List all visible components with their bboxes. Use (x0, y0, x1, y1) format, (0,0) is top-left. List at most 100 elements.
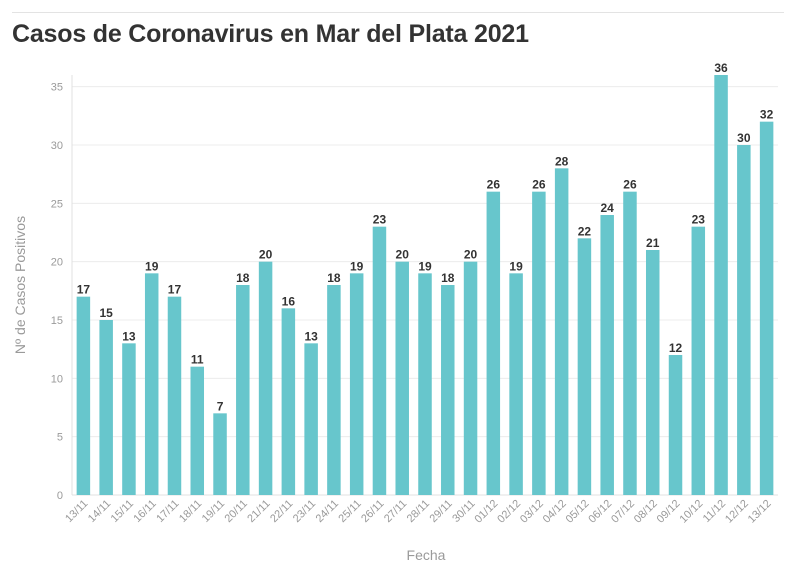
data-label: 28 (555, 154, 569, 168)
bar (509, 273, 523, 495)
x-tick-label: 08/12 (632, 498, 660, 526)
bar (281, 308, 296, 495)
bar (349, 273, 364, 495)
x-tick-label: 29/11 (428, 498, 455, 525)
x-tick-label: 22/11 (268, 498, 295, 525)
data-label: 16 (282, 294, 296, 308)
bar (668, 355, 683, 495)
x-tick-label: 24/11 (314, 498, 341, 525)
bar (577, 238, 592, 496)
bar (122, 343, 136, 495)
x-tick-label: 21/11 (245, 498, 272, 525)
bar (167, 296, 182, 495)
data-label: 36 (714, 61, 728, 75)
data-label: 20 (396, 248, 410, 262)
y-tick-label: 15 (51, 315, 63, 327)
chart-title: Casos de Coronavirus en Mar del Plata 20… (12, 20, 529, 48)
x-tick-label: 15/11 (109, 498, 136, 525)
x-tick-label: 09/12 (655, 498, 683, 526)
gridlines (72, 86, 778, 496)
x-tick-label: 28/11 (405, 498, 432, 525)
x-tick-label: 16/11 (131, 498, 158, 525)
x-tick-label: 19/11 (200, 498, 227, 525)
bar (737, 145, 751, 495)
bar (486, 191, 501, 495)
data-label: 13 (122, 329, 136, 343)
x-tick-label: 17/11 (154, 498, 181, 525)
x-tick-label: 11/12 (701, 498, 728, 525)
x-tick-label: 06/12 (586, 498, 614, 526)
data-label: 26 (532, 178, 546, 192)
y-tick-label: 20 (51, 257, 63, 269)
y-tick-label: 35 (51, 82, 63, 94)
x-tick-label: 23/11 (291, 498, 318, 525)
bar (645, 250, 660, 495)
data-label: 12 (669, 341, 683, 355)
data-label: 7 (217, 399, 224, 413)
bar (463, 261, 478, 495)
bar (554, 168, 569, 496)
y-axis-ticks: 0 5 10 15 20 25 30 35 (51, 82, 63, 502)
x-tick-label: 02/12 (495, 498, 523, 526)
data-labels: 17 15 13 19 17 11 7 18 20 16 13 18 19 23 20 19 18 20 26 19 2… (77, 61, 774, 413)
x-tick-label: 20/11 (223, 498, 250, 525)
bar (236, 285, 250, 495)
data-label: 15 (99, 306, 113, 320)
bar (441, 285, 455, 495)
data-label: 24 (601, 201, 615, 215)
data-label: 26 (487, 178, 501, 192)
data-label: 19 (145, 259, 159, 273)
y-tick-label: 30 (51, 140, 63, 152)
data-label: 20 (259, 248, 273, 262)
x-tick-label: 25/11 (336, 498, 363, 525)
data-label: 11 (191, 353, 204, 367)
bar (327, 285, 341, 495)
data-label: 18 (236, 271, 250, 285)
data-label: 20 (464, 248, 478, 262)
bar (99, 320, 113, 495)
data-label: 22 (578, 224, 592, 238)
bar (76, 296, 91, 495)
data-label: 26 (623, 178, 637, 192)
bar (372, 226, 387, 495)
x-tick-label: 30/11 (450, 498, 477, 525)
x-tick-label: 13/12 (746, 498, 774, 526)
bar (691, 226, 706, 495)
bars (76, 75, 774, 496)
data-label: 17 (77, 283, 91, 297)
y-tick-label: 25 (51, 198, 63, 210)
x-axis-ticks: 13/1114/1115/1116/1117/1118/1119/1120/11… (63, 498, 774, 526)
y-tick-label: 5 (57, 432, 63, 444)
y-tick-label: 0 (57, 490, 63, 502)
data-label: 17 (168, 283, 182, 297)
data-label: 23 (373, 213, 387, 227)
x-tick-label: 01/12 (472, 498, 500, 526)
data-label: 30 (737, 131, 751, 145)
x-tick-label: 14/11 (86, 498, 113, 525)
bar (418, 273, 432, 495)
x-tick-label: 27/11 (382, 498, 409, 525)
bar (759, 121, 774, 496)
bar (190, 366, 205, 495)
y-tick-label: 10 (51, 373, 63, 385)
bar (144, 273, 159, 495)
data-label: 19 (509, 259, 523, 273)
bar (600, 215, 614, 495)
x-tick-label: 10/12 (677, 498, 705, 526)
bar (714, 75, 728, 495)
bar (532, 191, 546, 495)
x-tick-label: 07/12 (609, 498, 637, 526)
data-label: 18 (441, 271, 455, 285)
x-tick-label: 03/12 (518, 498, 546, 526)
data-label: 19 (350, 259, 364, 273)
data-label: 13 (304, 329, 318, 343)
y-axis-label: Nº de Casos Positivos (12, 215, 28, 355)
bar (623, 191, 637, 495)
x-tick-label: 04/12 (541, 498, 569, 526)
data-label: 18 (327, 271, 341, 285)
x-axis-label: Fecha (406, 547, 446, 563)
x-tick-label: 13/11 (63, 498, 90, 525)
data-label: 21 (646, 236, 660, 250)
bar (213, 413, 227, 495)
